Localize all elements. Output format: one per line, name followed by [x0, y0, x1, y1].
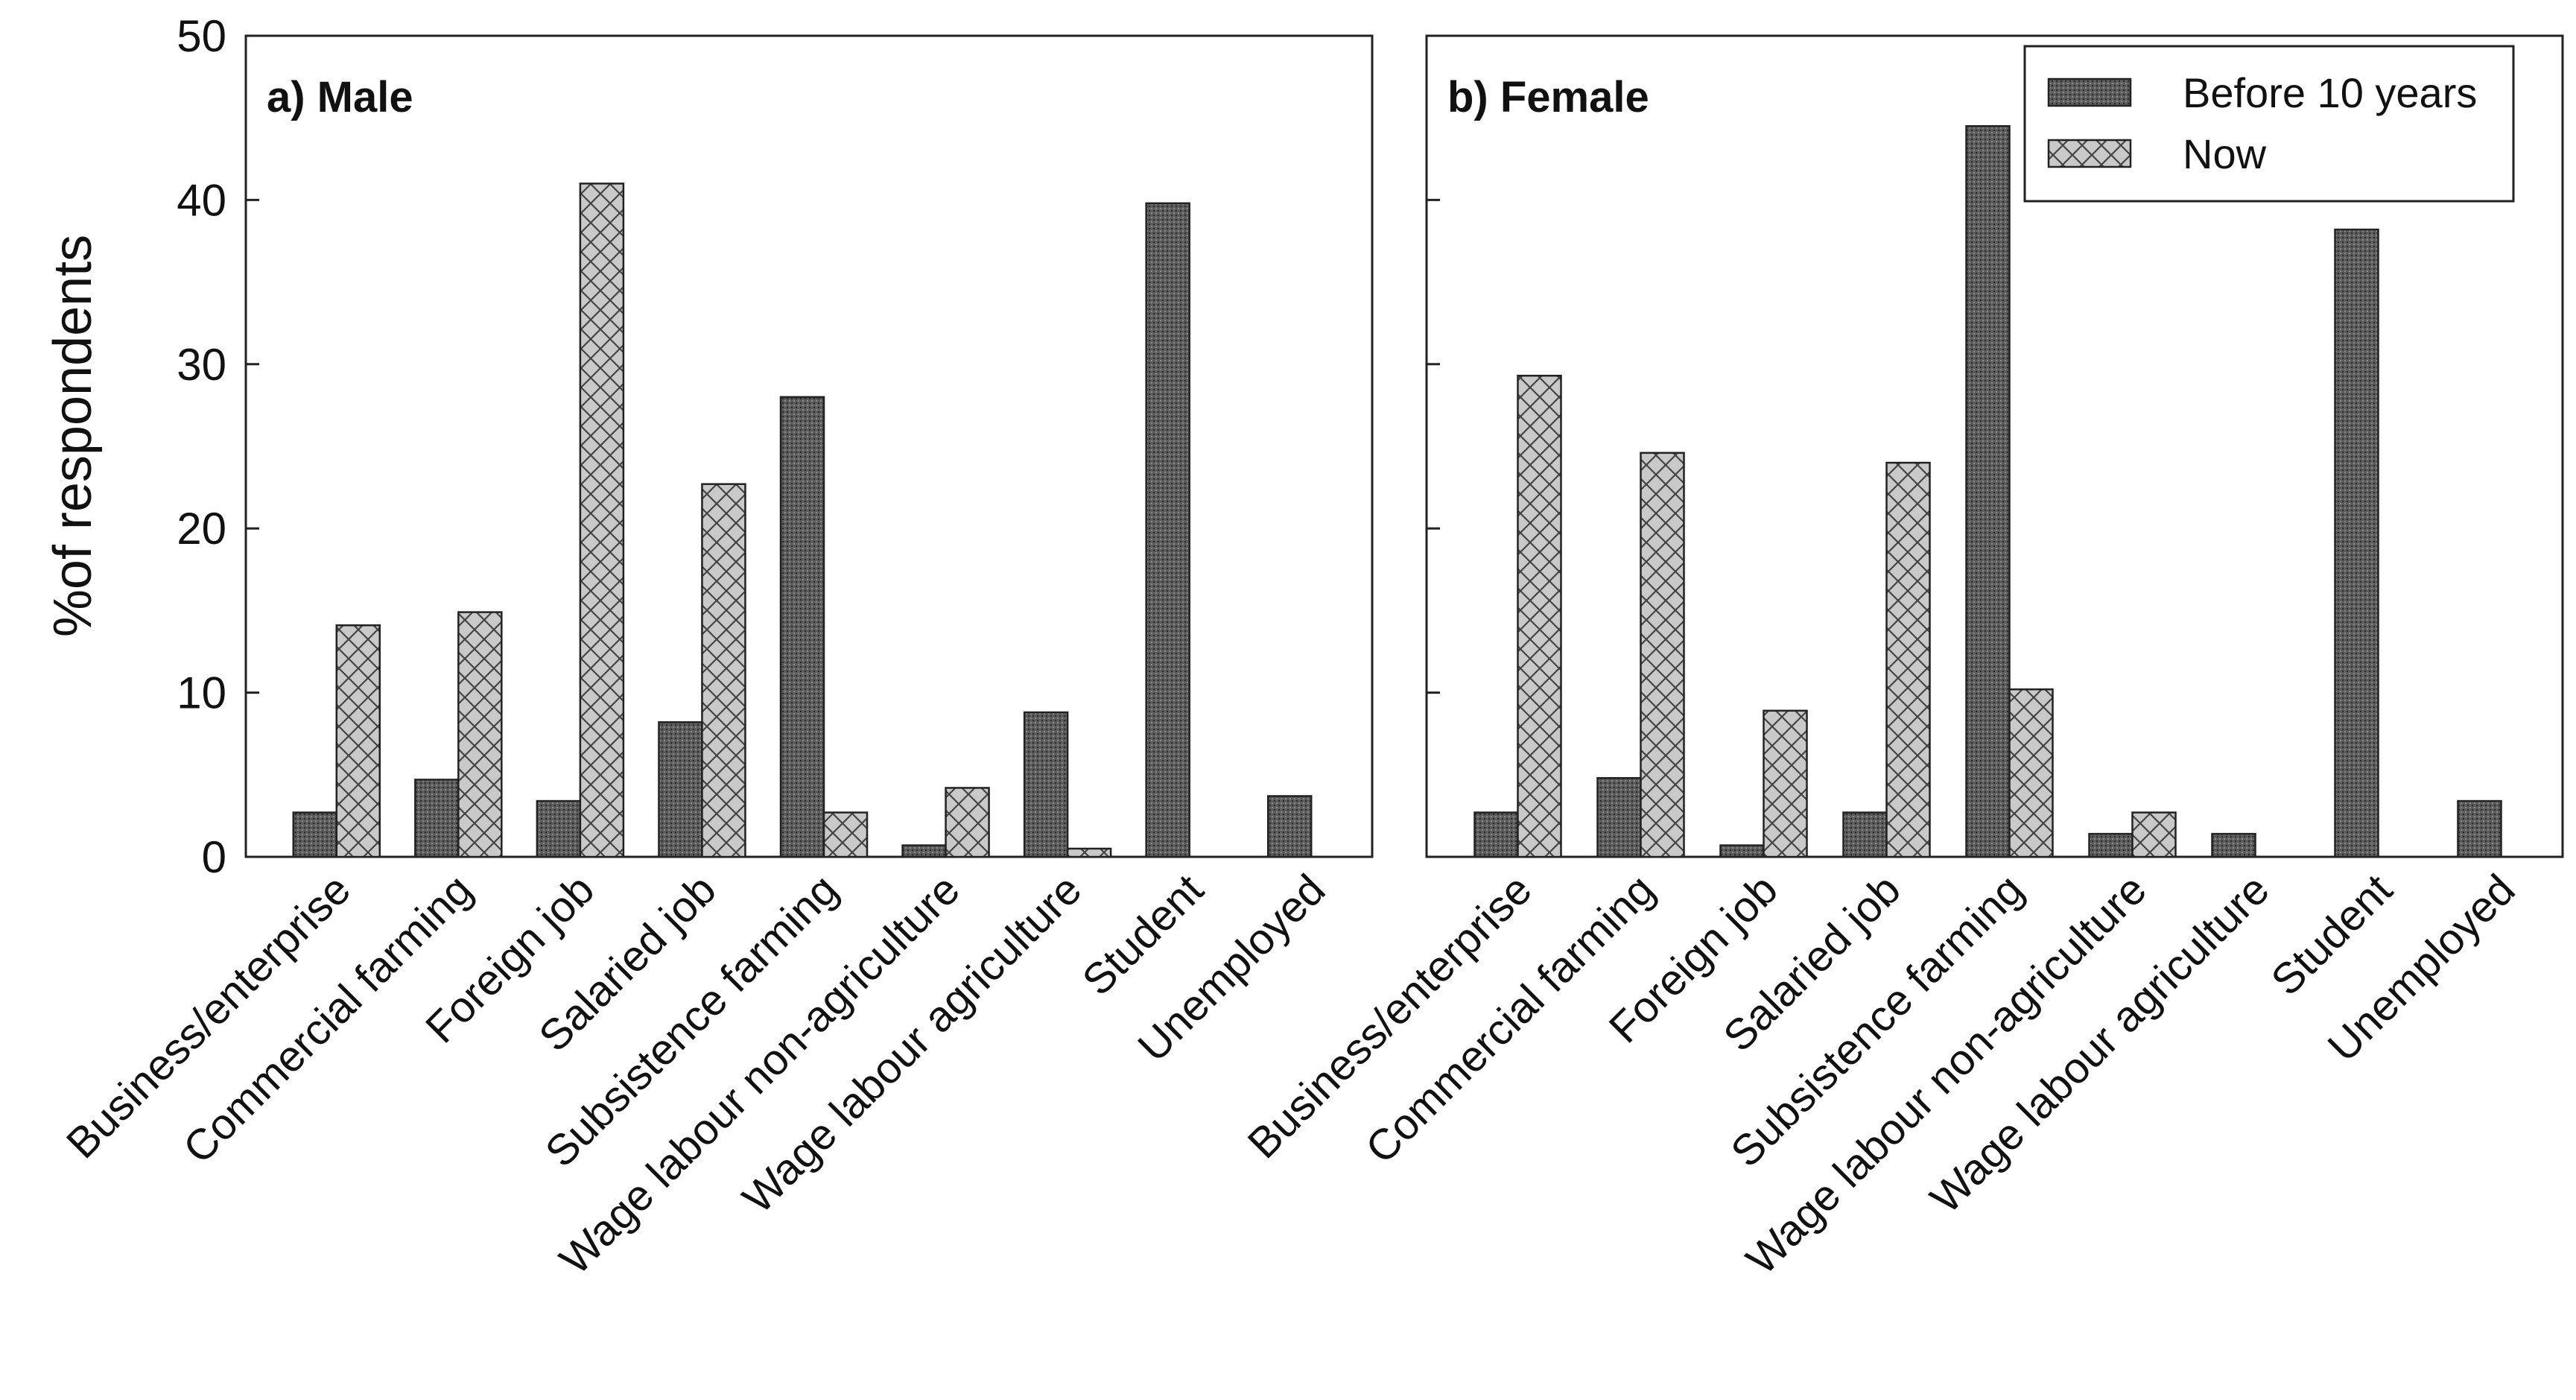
panel-title-female: b) Female: [1447, 73, 1649, 121]
legend-label-before: Before 10 years: [2183, 69, 2477, 116]
bar-male-before: [1266, 795, 1313, 858]
y-tick-label: 10: [177, 668, 226, 718]
bar-female-before: [2334, 228, 2379, 858]
y-tick-label: 0: [202, 832, 226, 882]
y-tick-label: 40: [177, 175, 226, 225]
legend-label-now: Now: [2183, 130, 2267, 177]
bar-male-now: [335, 624, 381, 858]
y-tick-label: 20: [177, 504, 226, 554]
bar-male-now: [457, 611, 503, 858]
bar-male-before: [901, 844, 947, 858]
bar-male-before: [658, 721, 703, 858]
bar-male-before: [1023, 711, 1069, 858]
bar-female-before: [1719, 844, 1765, 858]
legend-swatch-before: [2047, 77, 2132, 107]
bar-male-before: [414, 779, 460, 858]
bar-female-before: [1965, 124, 2011, 858]
bar-female-before: [2211, 832, 2256, 858]
bar-male-before: [779, 396, 825, 858]
y-axis-label: %of respondents: [43, 235, 103, 637]
bar-male-now: [822, 811, 869, 858]
bar-female-before: [1596, 776, 1642, 858]
bar-female-now: [1763, 709, 1808, 858]
bar-female-before: [2088, 832, 2134, 858]
y-tick-label: 50: [177, 11, 226, 61]
bar-male-now: [579, 183, 625, 858]
bar-male-before: [1145, 202, 1190, 858]
legend-swatch-now: [2047, 139, 2132, 168]
bar-female-before: [2457, 799, 2502, 858]
bar-female-before: [1842, 811, 1888, 858]
bar-female-now: [1640, 452, 1685, 858]
bar-male-now: [1066, 847, 1112, 858]
y-tick-label: 30: [177, 340, 226, 390]
bar-male-before: [292, 811, 338, 858]
legend-box: [2023, 45, 2515, 203]
bar-female-now: [1885, 461, 1931, 858]
bar-female-before: [1473, 811, 1519, 858]
bar-female-now: [2008, 688, 2054, 858]
bar-female-now: [2131, 811, 2177, 858]
legend: Before 10 years Now: [2023, 45, 2515, 203]
bar-female-now: [1517, 374, 1562, 858]
bar-male-now: [945, 787, 990, 858]
bar-male-before: [536, 799, 582, 858]
bar-male-now: [701, 483, 746, 858]
panel-title-male: a) Male: [267, 73, 413, 121]
